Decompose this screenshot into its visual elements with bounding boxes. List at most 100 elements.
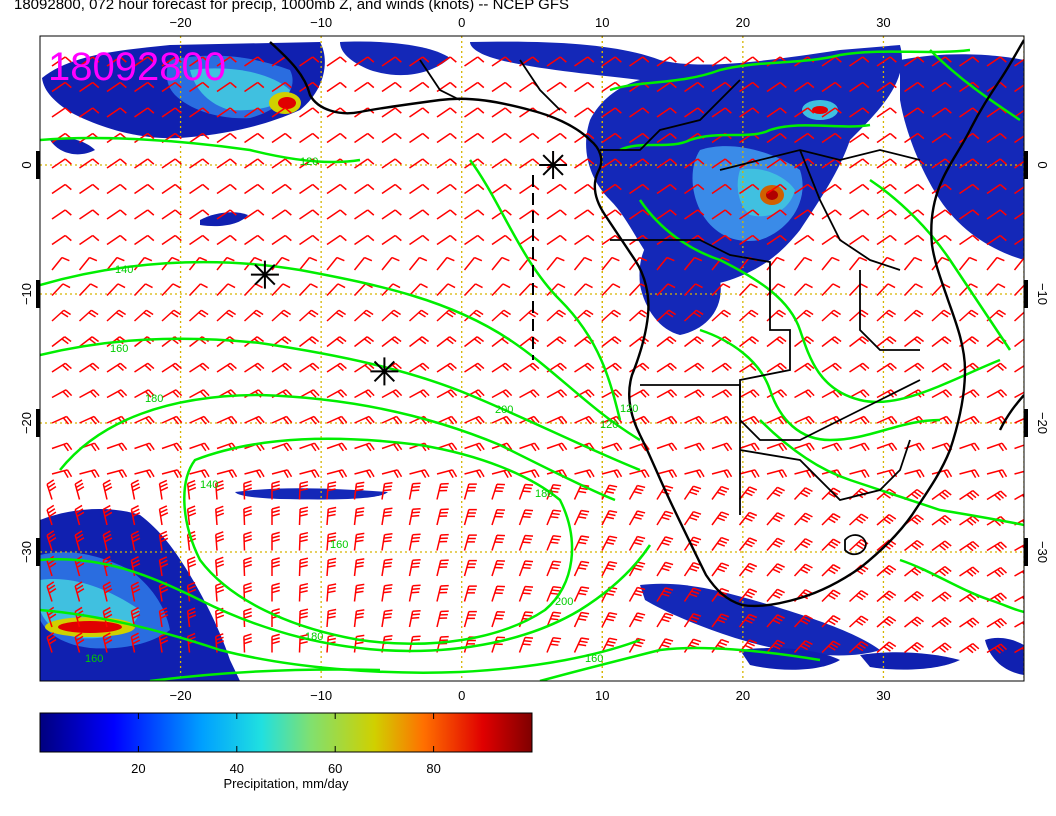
- wind-barb: [216, 56, 237, 67]
- wind-barb: [74, 632, 85, 653]
- wind-barb: [79, 389, 100, 399]
- wind-barb: [189, 81, 210, 93]
- wind-barb: [766, 283, 786, 297]
- contour-line: [638, 199, 1001, 404]
- country-border: [859, 270, 920, 351]
- wind-barb: [408, 533, 421, 551]
- wind-barb: [158, 479, 169, 500]
- wind-barb: [959, 389, 980, 399]
- wind-barb: [601, 256, 620, 271]
- wind-barb: [931, 234, 952, 246]
- wind-barb: [381, 209, 402, 220]
- wind-barb: [130, 505, 141, 526]
- contour-label: 120: [600, 419, 618, 431]
- wind-barb: [684, 56, 705, 67]
- lat-tick-label-right: 0: [1035, 161, 1050, 168]
- wind-barb: [739, 389, 760, 399]
- wind-barb: [683, 510, 702, 526]
- wind-barb: [353, 558, 365, 577]
- wind-barb: [518, 636, 534, 653]
- africa-coastline: [269, 39, 1024, 608]
- wind-barb: [106, 81, 127, 93]
- wind-barb: [161, 389, 183, 399]
- wind-barb: [381, 389, 403, 399]
- wind-barb: [546, 183, 567, 195]
- wind-barb: [849, 234, 870, 246]
- wind-barb: [821, 132, 842, 144]
- wind-barb: [326, 469, 348, 479]
- wind-barb: [711, 442, 733, 452]
- contour-line: [759, 419, 1024, 527]
- frame-tick: [36, 280, 40, 308]
- precip-area: [235, 488, 388, 500]
- wind-barb: [464, 362, 485, 373]
- wind-barb: [463, 585, 477, 602]
- wind-barb: [409, 336, 430, 348]
- contour-line: [609, 48, 971, 92]
- wind-barb: [188, 256, 208, 271]
- wind-barb: [848, 283, 868, 297]
- frame-tick: [1024, 538, 1028, 566]
- wind-barb: [409, 107, 430, 118]
- wind-barb: [271, 183, 292, 195]
- wind-barb: [766, 537, 785, 551]
- wind-barb: [271, 531, 280, 551]
- wind-barb: [849, 415, 870, 425]
- wind-barb: [381, 533, 393, 551]
- wind-barb: [629, 158, 650, 169]
- wind-barb: [684, 209, 705, 220]
- wind-barb: [573, 283, 593, 297]
- wind-barb: [354, 158, 375, 169]
- contour-line: [699, 328, 941, 442]
- wind-barb: [161, 107, 182, 118]
- wind-barb: [409, 209, 430, 220]
- wind-barb: [738, 562, 758, 577]
- wind-barb: [216, 107, 237, 118]
- wind-barb: [876, 590, 897, 603]
- wind-barb: [876, 513, 897, 526]
- contour-label: 160: [85, 653, 103, 665]
- wind-barb: [298, 283, 318, 297]
- wind-barb: [326, 389, 348, 399]
- wind-barb: [491, 585, 505, 602]
- wind-barb: [189, 107, 210, 118]
- wind-barb: [78, 283, 98, 297]
- wind-barb: [904, 336, 925, 348]
- wind-barb: [186, 607, 197, 628]
- wind-barb: [656, 309, 677, 322]
- lon-tick-label-bottom: 0: [458, 688, 465, 703]
- wind-barb: [271, 480, 280, 500]
- wind-barb: [161, 469, 183, 479]
- wind-barb: [629, 469, 650, 479]
- wind-barb: [573, 535, 590, 551]
- wind-barb: [876, 362, 897, 373]
- wind-barb: [821, 309, 842, 322]
- wind-barb: [794, 209, 815, 220]
- wind-barb: [298, 480, 309, 500]
- wind-barb: [243, 283, 263, 297]
- date-stamp: 18092800: [48, 45, 226, 89]
- wind-barb: [189, 158, 210, 169]
- wind-barb: [216, 415, 238, 425]
- contour-line: [40, 260, 641, 442]
- contour-line: [149, 668, 381, 681]
- wind-barb: [189, 234, 210, 246]
- wind-barb: [354, 81, 375, 93]
- wind-barb: [463, 309, 484, 322]
- country-border: [419, 59, 461, 101]
- wind-barb: [326, 557, 337, 577]
- wind-barb: [491, 132, 512, 144]
- wind-barb: [656, 132, 677, 144]
- wind-barb: [601, 612, 618, 628]
- wind-barb: [271, 158, 292, 169]
- wind-barb: [519, 442, 540, 452]
- wind-barb: [684, 389, 705, 399]
- wind-barb: [161, 415, 183, 425]
- wind-barb: [574, 56, 595, 67]
- wind-barb: [683, 283, 703, 297]
- wind-barb: [299, 469, 320, 479]
- wind-barb: [244, 234, 265, 246]
- wind-barb: [903, 256, 923, 271]
- wind-barb: [51, 362, 72, 373]
